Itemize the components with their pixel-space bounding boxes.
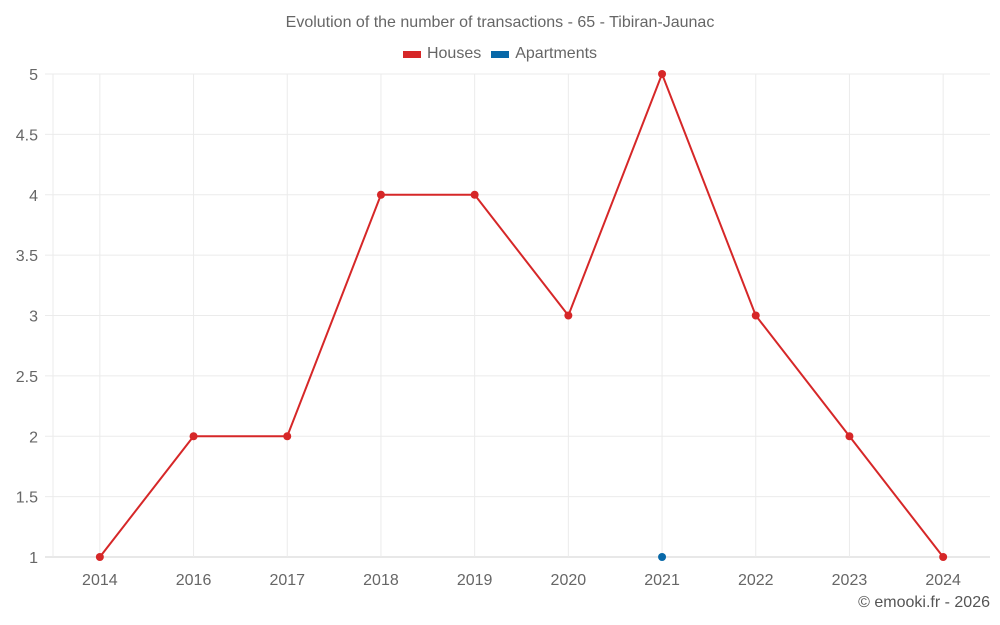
data-point-houses <box>189 432 198 441</box>
x-tick-label: 2016 <box>176 572 212 589</box>
legend-item-houses[interactable]: Houses <box>402 45 482 63</box>
data-point-houses <box>470 190 479 199</box>
credit: © emooki.fr - 2026 <box>858 594 990 611</box>
y-tick-label: 3 <box>29 309 38 326</box>
y-tick-label: 2.5 <box>16 369 38 386</box>
x-tick-label: 2024 <box>925 572 961 589</box>
apartments-swatch-icon <box>491 50 510 58</box>
x-tick-label: 2017 <box>269 572 305 589</box>
x-tick-label: 2019 <box>457 572 493 589</box>
x-tick-label: 2018 <box>363 572 399 589</box>
y-tick-label: 5 <box>29 67 38 84</box>
legend-label-houses: Houses <box>426 45 482 62</box>
data-point-houses <box>376 190 385 199</box>
y-tick-label: 3.5 <box>16 248 38 265</box>
y-tick-label: 1.5 <box>16 490 38 507</box>
x-tick-label: 2014 <box>82 572 118 589</box>
x-tick-label: 2023 <box>832 572 868 589</box>
data-point-houses <box>95 553 104 561</box>
chart-title: Evolution of the number of transactions … <box>285 14 715 31</box>
legend-label-apartments: Apartments <box>515 45 598 62</box>
data-point-houses <box>939 553 948 561</box>
x-tick-label: 2020 <box>551 572 587 589</box>
y-tick-label: 4 <box>29 188 38 205</box>
x-tick-label: 2021 <box>644 572 680 589</box>
y-tick-label: 4.5 <box>16 127 38 144</box>
data-point-houses <box>751 311 760 320</box>
data-point-houses <box>283 432 292 441</box>
legend-item-apartments[interactable]: Apartments <box>491 45 597 63</box>
data-point-houses <box>658 70 667 78</box>
data-point-houses <box>564 311 573 320</box>
series-line-houses <box>99 71 944 558</box>
x-tick-label: 2022 <box>738 572 774 589</box>
y-tick-label: 1 <box>29 550 38 567</box>
data-point-houses <box>845 432 854 441</box>
legend: Houses Apartments <box>0 45 1000 63</box>
y-tick-label: 2 <box>29 429 38 446</box>
data-point-apartments <box>658 553 667 561</box>
houses-swatch-icon <box>402 50 421 58</box>
